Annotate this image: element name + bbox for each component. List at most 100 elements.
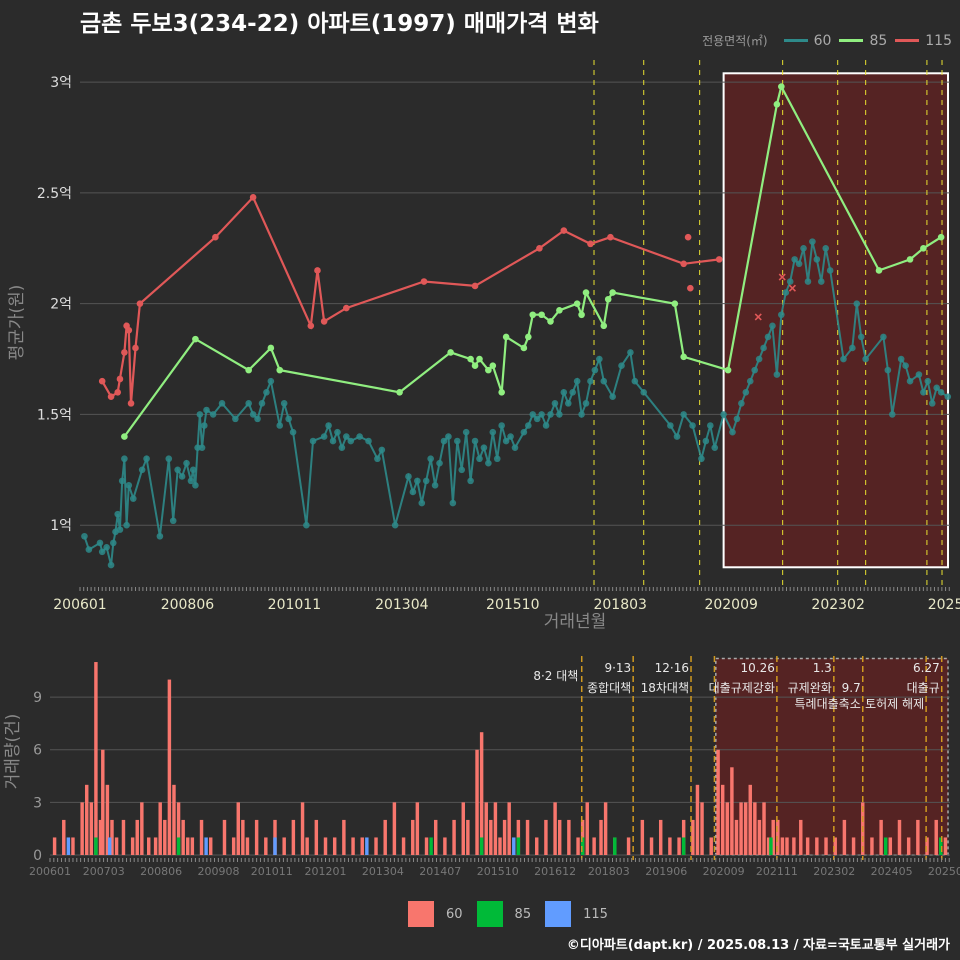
- volume-x-tick-label: 201906: [645, 865, 687, 878]
- data-point-60: [755, 355, 763, 363]
- data-point-115: [125, 326, 133, 334]
- volume-bar-60: [493, 802, 498, 855]
- data-point-60: [467, 477, 474, 485]
- volume-bar-60: [300, 802, 305, 855]
- data-point-115: [560, 227, 568, 234]
- data-point-60: [374, 455, 381, 463]
- data-point-60: [232, 415, 239, 423]
- data-point-60: [764, 333, 772, 341]
- data-point-60: [169, 517, 177, 525]
- volume-bar-60: [525, 819, 530, 855]
- data-point-60: [196, 411, 204, 418]
- data-point-85: [121, 433, 128, 440]
- data-point-60: [773, 371, 781, 378]
- volume-bar-60: [739, 802, 743, 855]
- data-point-60: [920, 388, 927, 396]
- volume-bar-60: [392, 802, 397, 855]
- legend-top: 전용면적(㎡) 60 85 115: [702, 32, 952, 49]
- legend-swatch-115: [895, 39, 920, 42]
- volume-bar-85: [479, 837, 484, 855]
- data-point-60: [143, 455, 150, 463]
- volume-bar-60: [110, 819, 114, 855]
- data-point-60: [378, 446, 386, 454]
- volume-x-tick-label: 202009: [703, 865, 745, 878]
- volume-bar-85: [681, 837, 686, 855]
- data-point-60: [418, 499, 426, 507]
- data-point-60: [422, 477, 430, 485]
- volume-bar-60: [502, 819, 507, 855]
- data-point-60: [933, 384, 940, 392]
- volume-bar-60: [799, 819, 803, 855]
- data-point-85: [906, 256, 914, 263]
- data-point-60: [680, 411, 687, 418]
- legend-label-115: 115: [925, 32, 952, 49]
- policy-annotation: 6.27: [913, 661, 940, 675]
- data-point-60: [928, 400, 936, 407]
- data-point-60: [118, 477, 126, 485]
- data-point-60: [782, 289, 790, 296]
- volume-bar-60: [273, 819, 277, 855]
- legend-title: 전용면적(㎡): [702, 34, 768, 48]
- data-point-60: [800, 244, 807, 252]
- data-point-60: [711, 444, 719, 451]
- volume-bar-60: [167, 679, 172, 855]
- policy-annotation: 특례대출축소: [795, 697, 861, 711]
- data-point-60: [786, 278, 794, 285]
- policy-annotation: 종합대책: [587, 680, 631, 695]
- data-point-60: [862, 355, 869, 363]
- highlight-region: [722, 72, 949, 569]
- data-point-85: [538, 311, 545, 319]
- volume-bar-60: [815, 837, 819, 855]
- policy-annotation: 대출규: [907, 681, 940, 695]
- data-point-85: [875, 267, 883, 274]
- volume-bar-60: [626, 837, 631, 855]
- cross-marker-115: [778, 273, 786, 281]
- volume-bar-60: [888, 837, 893, 855]
- volume-y-axis-title: 거래량(건): [3, 714, 23, 790]
- data-point-60: [888, 411, 896, 418]
- data-point-60: [263, 388, 270, 396]
- data-point-60: [673, 433, 681, 440]
- volume-bar-60: [94, 662, 98, 855]
- policy-annotation: 1.3: [813, 661, 832, 675]
- data-point-60: [742, 388, 750, 396]
- volume-bar-60: [681, 819, 686, 855]
- volume-bar-60: [766, 837, 771, 855]
- data-point-115: [343, 304, 350, 312]
- volume-bar-60: [700, 802, 704, 855]
- data-point-60: [471, 437, 479, 445]
- data-point-60: [600, 377, 608, 385]
- volume-x-tick-label: 200806: [140, 865, 182, 878]
- volume-bar-60: [599, 819, 603, 855]
- data-point-60: [560, 388, 568, 396]
- volume-bar-60: [282, 837, 286, 855]
- volume-bar-60: [725, 802, 730, 855]
- volume-bar-115: [365, 837, 369, 855]
- volume-y-tick-label: 6: [33, 743, 42, 759]
- data-point-115: [680, 260, 687, 268]
- volume-bar-60: [89, 802, 94, 855]
- volume-bar-60: [130, 837, 135, 855]
- data-point-115: [114, 388, 122, 396]
- data-point-60: [334, 428, 341, 436]
- data-point-85: [485, 366, 492, 374]
- data-point-60: [937, 388, 945, 396]
- data-point-85: [267, 344, 275, 352]
- volume-x-tick-label: 201510: [477, 865, 519, 878]
- data-point-60: [538, 411, 545, 418]
- cross-marker-115: [788, 284, 796, 292]
- volume-bar-60: [264, 837, 268, 855]
- data-point-60: [458, 466, 466, 474]
- data-point-60: [107, 561, 115, 569]
- data-point-60: [338, 444, 346, 451]
- volume-bar-60: [236, 802, 240, 855]
- volume-bar-60: [383, 819, 387, 855]
- volume-y-tick-label: 3: [33, 795, 42, 811]
- volume-bar-60: [433, 819, 438, 855]
- data-point-60: [356, 433, 363, 440]
- volume-x-tick-label: 201011: [251, 865, 293, 878]
- volume-bar-60: [743, 802, 748, 855]
- data-point-85: [582, 289, 590, 296]
- data-point-115: [136, 300, 144, 307]
- data-point-60: [414, 477, 421, 485]
